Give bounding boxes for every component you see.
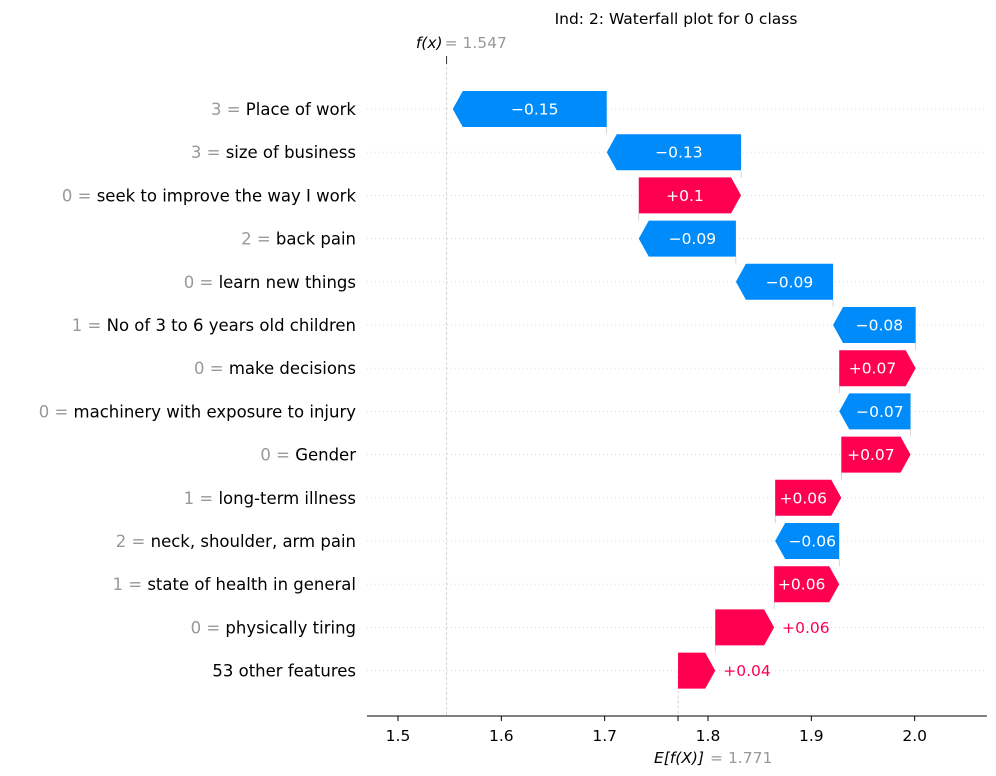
waterfall-bar: [774, 566, 840, 603]
feature-label: 0 = machinery with exposure to injury: [39, 402, 357, 421]
feature-label: 1 = No of 3 to 6 years old children: [72, 316, 356, 335]
feature-name: physically tiring: [225, 618, 356, 637]
waterfall-bar: [606, 134, 742, 171]
feature-name: No of 3 to 6 years old children: [107, 316, 356, 335]
feature-name: Gender: [295, 446, 356, 465]
bar-value-label: +0.06: [782, 619, 830, 637]
bar-value-label: −0.07: [856, 403, 904, 421]
fx-value: = 1.547: [445, 34, 507, 52]
feature-label: 0 = Gender: [260, 446, 356, 465]
feature-value: 2 =: [116, 532, 151, 551]
waterfall-bar: [638, 220, 736, 257]
feature-value: 0 =: [194, 359, 229, 378]
base-value-symbol: E[f(X)]: [654, 749, 704, 767]
base-value-label: E[f(X)] = 1.771: [654, 749, 772, 767]
feature-label: 3 = size of business: [191, 143, 356, 162]
feature-label: 3 = Place of work: [211, 100, 356, 119]
bar-value-label: −0.08: [856, 317, 904, 335]
feature-name: neck, shoulder, arm pain: [151, 532, 356, 551]
feature-label: 2 = back pain: [241, 230, 356, 249]
fx-label: f(x) = 1.547: [416, 34, 507, 52]
bar-value-label: +0.06: [778, 576, 826, 594]
waterfall-bar: [833, 307, 916, 343]
feature-value: 0 =: [184, 273, 219, 292]
x-tick-label: 1.6: [489, 727, 514, 745]
feature-name: make decisions: [229, 359, 356, 378]
bar-value-label: +0.07: [849, 360, 897, 378]
bar-value-label: +0.1: [666, 187, 704, 205]
bar-value-label: +0.06: [779, 489, 827, 507]
bar-value-label: −0.09: [669, 230, 717, 248]
bar-value-label: −0.15: [511, 101, 559, 119]
feature-label: 0 = seek to improve the way I work: [62, 186, 357, 205]
waterfall-bar: [839, 350, 916, 387]
feature-label: 1 = state of health in general: [113, 575, 357, 594]
feature-label: 0 = physically tiring: [191, 618, 356, 637]
feature-value: 1 =: [184, 489, 219, 508]
feature-value: 0 =: [191, 618, 226, 637]
fx-symbol: f(x): [416, 34, 443, 52]
feature-name: machinery with exposure to injury: [74, 402, 357, 421]
waterfall-bar: [715, 609, 775, 646]
feature-label: 1 = long-term illness: [184, 489, 356, 508]
waterfall-bar: [775, 523, 840, 559]
feature-label: 0 = make decisions: [194, 359, 356, 378]
guide-lines: [446, 56, 917, 716]
feature-label: 0 = learn new things: [184, 273, 356, 292]
feature-value: 2 =: [241, 230, 276, 249]
feature-name: back pain: [276, 230, 356, 249]
feature-label: 53 other features: [212, 662, 356, 681]
waterfall-bar: [452, 91, 607, 127]
feature-labels: −0.15 3 = Place of work −0.13 3 = size of b…: [39, 100, 904, 681]
feature-value: 0 =: [39, 402, 74, 421]
x-tick-label: 1.7: [592, 727, 617, 745]
feature-value: 0 =: [260, 446, 295, 465]
bar-value-label: −0.13: [655, 144, 703, 162]
feature-name: learn new things: [219, 273, 356, 292]
feature-name: 53 other features: [212, 662, 356, 681]
feature-value: 0 =: [62, 186, 97, 205]
bars: [452, 91, 916, 689]
bar-value-label: +0.07: [847, 446, 895, 464]
waterfall-bar: [775, 479, 842, 516]
bar-value-label: −0.06: [788, 533, 836, 551]
x-tick-label: 2.0: [902, 727, 927, 745]
waterfall-bar: [839, 393, 911, 430]
feature-name: seek to improve the way I work: [97, 186, 357, 205]
bar-value-label: +0.04: [723, 662, 771, 680]
x-tick-label: 1.5: [386, 727, 411, 745]
feature-value: 3 =: [191, 143, 226, 162]
feature-name: long-term illness: [218, 489, 356, 508]
feature-value: 3 =: [211, 100, 246, 119]
feature-name: state of health in general: [147, 575, 356, 594]
waterfall-bar: [678, 652, 716, 689]
base-value-number: = 1.771: [710, 749, 772, 767]
x-axis: 1.5 1.6 1.7 1.8 1.9 2.0: [367, 715, 987, 745]
waterfall-bar: [841, 436, 911, 473]
feature-label: 2 = neck, shoulder, arm pain: [116, 532, 356, 551]
feature-name: Place of work: [246, 100, 357, 119]
waterfall-bar: [735, 263, 834, 300]
x-tick-label: 1.9: [799, 727, 824, 745]
chart-title: Ind: 2: Waterfall plot for 0 class: [555, 10, 798, 28]
feature-value: 1 =: [113, 575, 148, 594]
feature-value: 1 =: [72, 316, 107, 335]
x-tick-label: 1.8: [696, 727, 721, 745]
waterfall-bar: [638, 177, 742, 214]
feature-name: size of business: [226, 143, 356, 162]
bar-value-label: −0.09: [766, 273, 814, 291]
